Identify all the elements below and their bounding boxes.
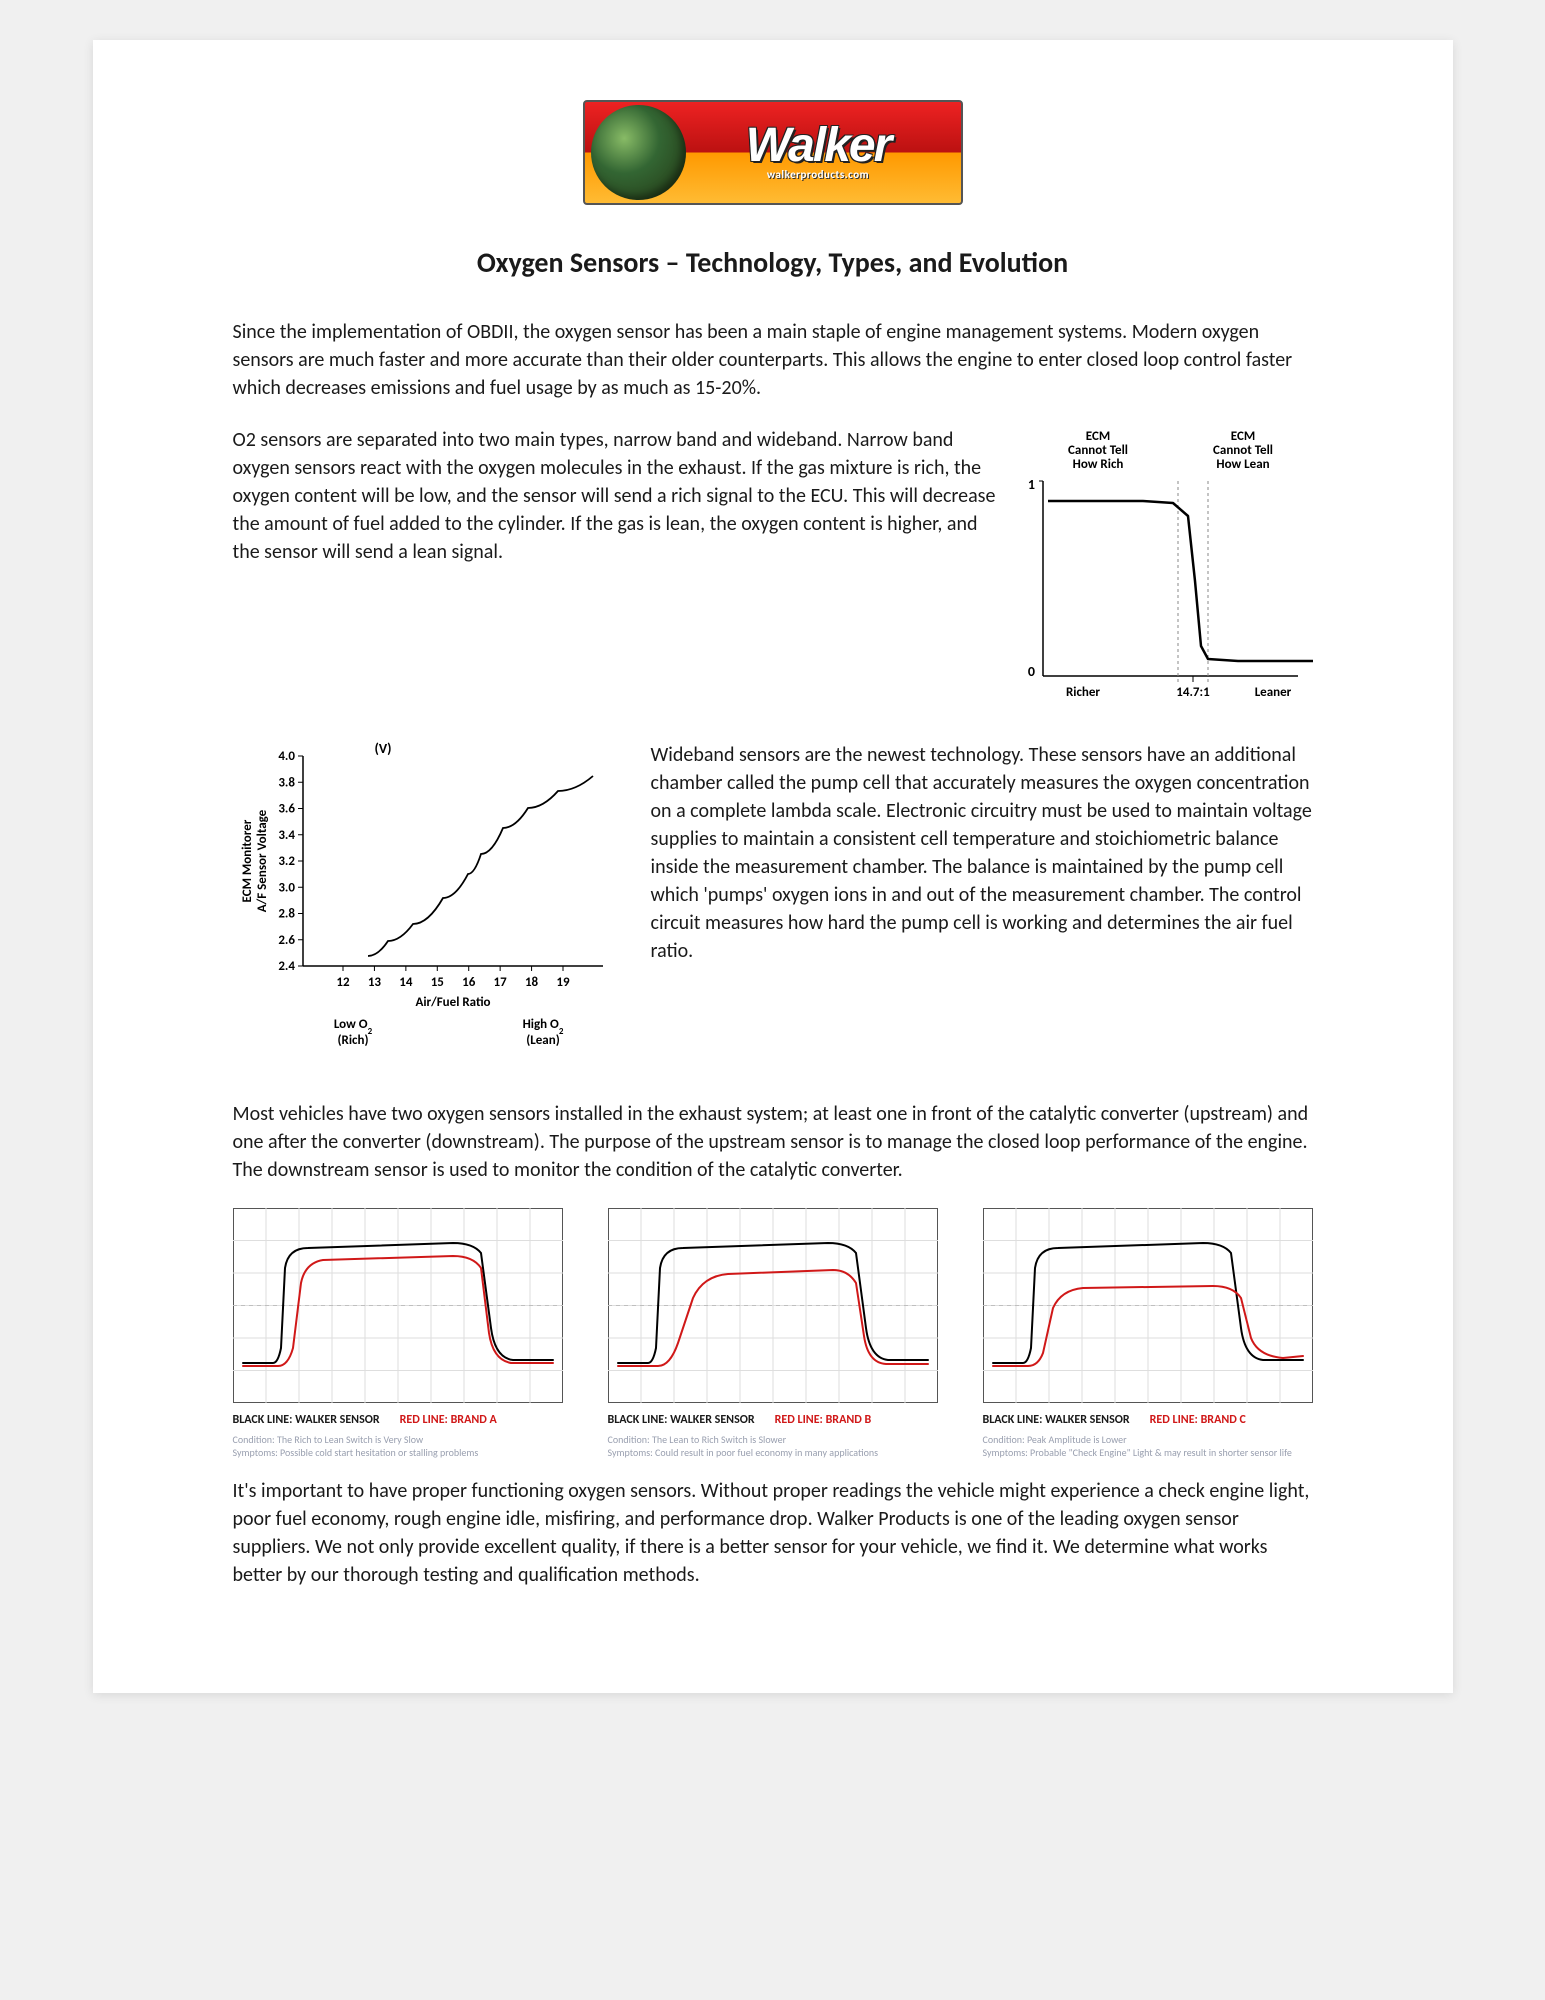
paragraph-4: Most vehicles have two oxygen sensors in… bbox=[233, 1100, 1313, 1184]
legend-black-a: BLACK LINE: WALKER SENSOR bbox=[233, 1413, 380, 1427]
legend-black-b: BLACK LINE: WALKER SENSOR bbox=[608, 1413, 755, 1427]
legend-b: BLACK LINE: WALKER SENSOR RED LINE: BRAN… bbox=[608, 1413, 938, 1427]
svg-text:3.4: 3.4 bbox=[278, 828, 295, 843]
svg-text:Richer: Richer bbox=[1065, 685, 1099, 700]
comparison-card-a: BLACK LINE: WALKER SENSOR RED LINE: BRAN… bbox=[233, 1208, 563, 1459]
svg-text:(V): (V) bbox=[374, 741, 391, 757]
svg-text:Leaner: Leaner bbox=[1254, 685, 1291, 700]
legend-c: BLACK LINE: WALKER SENSOR RED LINE: BRAN… bbox=[983, 1413, 1313, 1427]
legend-black-c: BLACK LINE: WALKER SENSOR bbox=[983, 1413, 1130, 1427]
svg-text:Cannot Tell: Cannot Tell bbox=[1213, 443, 1273, 458]
wideband-chart: (V) ECM MonitorerA/F Sensor Voltage 4.0 3.8… bbox=[233, 741, 623, 1076]
comparison-card-b: BLACK LINE: WALKER SENSOR RED LINE: BRAN… bbox=[608, 1208, 938, 1459]
svg-text:3.6: 3.6 bbox=[278, 802, 295, 817]
svg-text:14.7:1: 14.7:1 bbox=[1176, 685, 1210, 700]
svg-text:1: 1 bbox=[1027, 476, 1034, 493]
svg-text:3.0: 3.0 bbox=[278, 880, 295, 895]
comparison-row: BLACK LINE: WALKER SENSOR RED LINE: BRAN… bbox=[233, 1208, 1313, 1459]
svg-text:2.4: 2.4 bbox=[278, 959, 295, 974]
condition-c: Condition: Peak Amplitude is Lower Sympt… bbox=[983, 1433, 1313, 1459]
svg-text:(Lean): (Lean) bbox=[526, 1033, 560, 1048]
logo-container: Walker walkerproducts.com bbox=[233, 100, 1313, 205]
logo-text-block: Walker walkerproducts.com bbox=[686, 124, 961, 180]
comparison-card-c: BLACK LINE: WALKER SENSOR RED LINE: BRAN… bbox=[983, 1208, 1313, 1459]
legend-red-a: RED LINE: BRAND A bbox=[400, 1413, 497, 1427]
svg-text:2.6: 2.6 bbox=[278, 933, 295, 948]
svg-text:ECM Monitorer: ECM Monitorer bbox=[240, 819, 255, 902]
legend-red-c: RED LINE: BRAND C bbox=[1150, 1413, 1246, 1427]
wideband-row: (V) ECM MonitorerA/F Sensor Voltage 4.0 3.8… bbox=[233, 741, 1313, 1076]
svg-text:3.8: 3.8 bbox=[278, 775, 295, 790]
svg-text:14: 14 bbox=[399, 975, 413, 990]
svg-text:How Rich: How Rich bbox=[1072, 457, 1123, 472]
brand-logo: Walker walkerproducts.com bbox=[583, 100, 963, 205]
svg-text:Air/Fuel Ratio: Air/Fuel Ratio bbox=[415, 995, 490, 1010]
logo-subline: walkerproducts.com bbox=[686, 168, 951, 181]
condition-b: Condition: The Lean to Rich Switch is Sl… bbox=[608, 1433, 938, 1459]
svg-text:3.2: 3.2 bbox=[278, 854, 295, 869]
logo-brand-name: Walker bbox=[686, 124, 951, 167]
svg-text:A/F Sensor Voltage: A/F Sensor Voltage bbox=[255, 809, 270, 912]
narrowband-chart: ECMCannot TellHow RichECMCannot TellHow … bbox=[1023, 426, 1313, 731]
paragraph-5: It's important to have proper functionin… bbox=[233, 1477, 1313, 1589]
svg-text:17: 17 bbox=[493, 975, 507, 990]
svg-text:(Rich): (Rich) bbox=[337, 1033, 368, 1048]
condition-a: Condition: The Rich to Lean Switch is Ve… bbox=[233, 1433, 563, 1459]
document-page: Walker walkerproducts.com Oxygen Sensors… bbox=[93, 40, 1453, 1693]
svg-text:2.8: 2.8 bbox=[278, 907, 295, 922]
svg-text:ECM: ECM bbox=[1085, 429, 1109, 444]
svg-text:16: 16 bbox=[462, 975, 476, 990]
svg-text:13: 13 bbox=[367, 975, 381, 990]
svg-text:15: 15 bbox=[430, 975, 443, 990]
svg-text:19: 19 bbox=[556, 975, 570, 990]
legend-red-b: RED LINE: BRAND B bbox=[775, 1413, 872, 1427]
paragraph-1: Since the implementation of OBDII, the o… bbox=[233, 318, 1313, 402]
svg-text:12: 12 bbox=[336, 975, 350, 990]
svg-text:0: 0 bbox=[1027, 663, 1034, 680]
globe-icon bbox=[591, 105, 686, 200]
paragraph-3: Wideband sensors are the newest technolo… bbox=[651, 741, 1313, 1076]
page-title: Oxygen Sensors – Technology, Types, and … bbox=[233, 245, 1313, 280]
legend-a: BLACK LINE: WALKER SENSOR RED LINE: BRAN… bbox=[233, 1413, 563, 1427]
svg-text:How Lean: How Lean bbox=[1216, 457, 1269, 472]
svg-text:4.0: 4.0 bbox=[278, 749, 295, 764]
svg-text:ECM: ECM bbox=[1230, 429, 1254, 444]
svg-text:Cannot Tell: Cannot Tell bbox=[1068, 443, 1128, 458]
svg-text:18: 18 bbox=[524, 975, 538, 990]
